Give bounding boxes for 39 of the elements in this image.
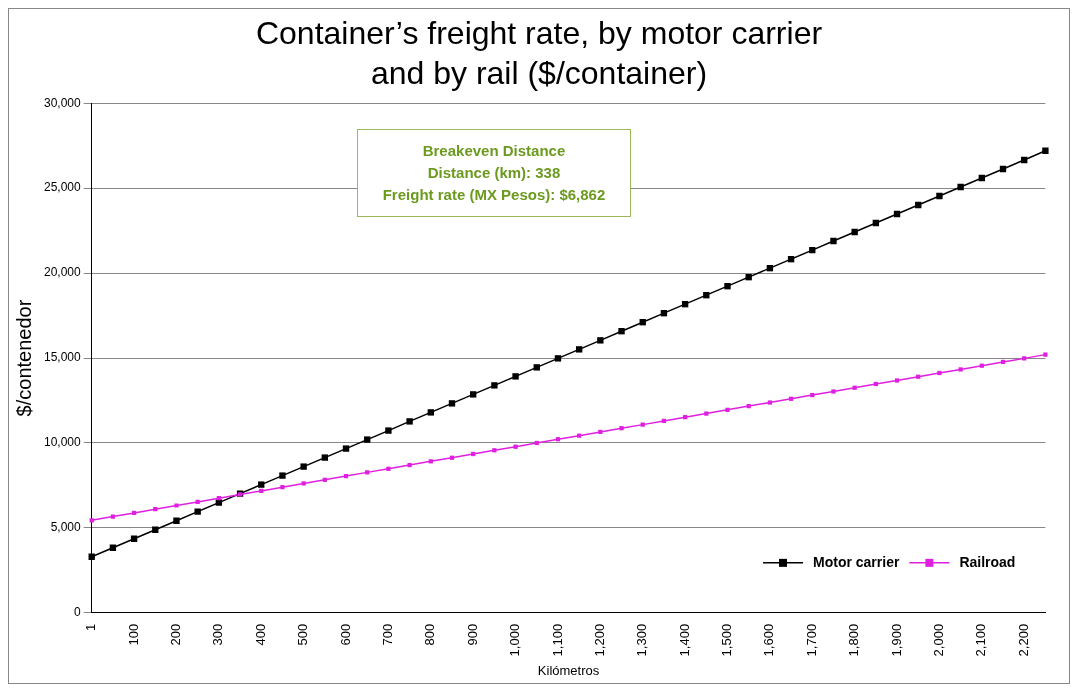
x-tick-label: 1,900 [888, 623, 904, 657]
legend-label: Motor carrier [813, 553, 900, 570]
chart-title: Container’s freight rate, by motor carrier and by rail ($/container) [254, 14, 824, 93]
x-tick-label: 600 [337, 623, 353, 646]
x-tick-label: 1,800 [846, 623, 862, 657]
x-tick-label: 1,400 [676, 623, 692, 657]
y-axis-title: $/contenedor [12, 299, 35, 417]
callout-box: Breakeven Distance Distance (km): 338 Freight rate (MX Pesos): $6,862 [357, 129, 631, 217]
x-tick-label: 800 [422, 623, 438, 646]
x-tick-label: 1,500 [719, 623, 735, 657]
x-tick-label: 1,700 [803, 623, 819, 657]
x-tick-label: 700 [379, 623, 395, 646]
y-tick-label: 10,000 [44, 435, 82, 450]
annotation: Breakeven Distance [421, 141, 567, 161]
x-tick-label: 1,200 [591, 623, 607, 657]
annotation: Distance (km): 338 [426, 163, 562, 183]
y-tick-label: 0 [74, 605, 82, 620]
y-tick-label: 30,000 [44, 95, 82, 110]
x-tick-label: 1,000 [507, 623, 523, 657]
legend-label: Railroad [959, 553, 1016, 570]
x-tick-label: 1,300 [634, 623, 650, 657]
x-tick-label: 100 [125, 623, 141, 646]
y-tick-label: 25,000 [44, 180, 82, 195]
annotation: Freight rate (MX Pesos): $6,862 [381, 185, 607, 205]
x-tick-label: 300 [210, 623, 226, 646]
x-tick-label: 1 [83, 623, 99, 632]
x-tick-label: 900 [464, 623, 480, 646]
x-tick-label: 500 [295, 623, 311, 646]
x-axis-title: Kilómetros [537, 662, 600, 678]
y-tick-label: 15,000 [44, 350, 82, 365]
x-tick-label: 2,200 [1015, 623, 1031, 657]
x-tick-label: 1,600 [761, 623, 777, 657]
x-tick-label: 1,100 [549, 623, 565, 657]
x-tick-label: 2,000 [931, 623, 947, 657]
x-tick-label: 200 [168, 623, 184, 646]
x-tick-label: 400 [252, 623, 268, 646]
y-tick-label: 5,000 [50, 520, 82, 535]
x-tick-label: 2,100 [973, 623, 989, 657]
y-tick-label: 20,000 [44, 265, 82, 280]
